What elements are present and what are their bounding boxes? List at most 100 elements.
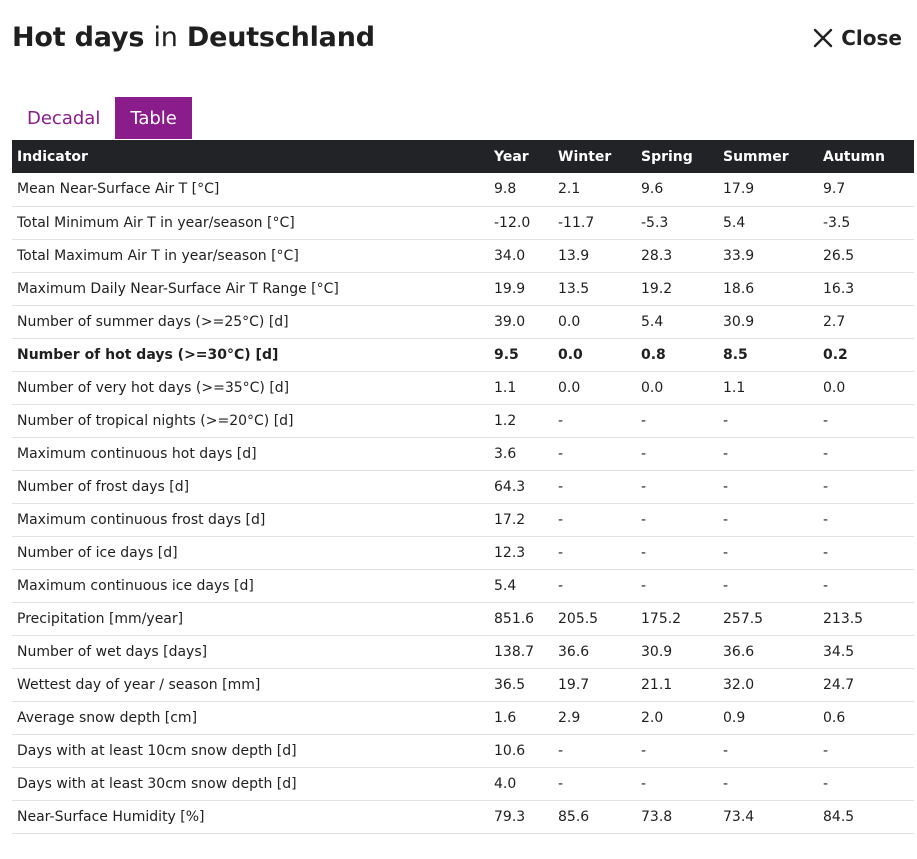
column-header-spring: Spring [636,140,718,173]
cell-indicator: Number of ice days [d] [12,536,489,570]
cell-spring: 73.8 [636,800,718,834]
cell-year: 12.3 [489,536,553,570]
cell-indicator: Number of tropical nights (>=20°C) [d] [12,404,489,438]
cell-indicator: Number of summer days (>=25°C) [d] [12,305,489,339]
table-row: Average snow depth [cm] 1.6 2.9 2.0 0.9 0.6 [12,701,914,735]
cell-summer: - [718,536,818,570]
table-row: Maximum continuous ice days [d] 5.4- - - - [12,569,914,603]
cell-spring: 28.3 [636,239,718,273]
cell-year: 64.3 [489,470,553,504]
cell-indicator: Precipitation [mm/year] [12,602,489,636]
cell-indicator: Average snow depth [cm] [12,701,489,735]
cell-summer: - [718,404,818,438]
cell-winter: - [553,437,636,471]
cell-winter: 13.9 [553,239,636,273]
table-row: Number of wet days [days] 138.7 36.6 30.9 36… [12,635,914,669]
cell-indicator: Maximum continuous ice days [d] [12,569,489,603]
table-row: Total Maximum Air T in year/season [°C] 3… [12,239,914,273]
cell-year: 19.9 [489,272,553,306]
cell-year: 36.5 [489,668,553,702]
table-row: Maximum continuous frost days [d] 17.2- - -… [12,503,914,537]
cell-summer: - [718,767,818,801]
column-header-winter: Winter [553,140,636,173]
cell-year: 17.2 [489,503,553,537]
cell-indicator: Days with at least 30cm snow depth [d] [12,767,489,801]
tab-decadal[interactable]: Decadal [27,107,101,129]
cell-year: 138.7 [489,635,553,669]
cell-indicator: Number of wet days [days] [12,635,489,669]
cell-spring: - [636,569,718,603]
cell-summer: - [718,503,818,537]
cell-summer: - [718,569,818,603]
column-header-indicator: Indicator [12,140,489,173]
cell-autumn: 34.5 [818,635,914,669]
cell-winter: 0.0 [553,305,636,339]
cell-year: 3.6 [489,437,553,471]
indicator-table-container: Indicator Year Winter Spring Summer Autu… [12,140,914,834]
cell-autumn: 26.5 [818,239,914,273]
tab-table[interactable]: Table [115,97,192,139]
cell-year: -12.0 [489,206,553,240]
cell-spring: - [636,404,718,438]
cell-autumn: - [818,536,914,570]
cell-autumn: 84.5 [818,800,914,834]
cell-winter: 205.5 [553,602,636,636]
cell-autumn: - [818,437,914,471]
close-icon [813,28,833,48]
cell-autumn: -3.5 [818,206,914,240]
cell-indicator: Maximum continuous frost days [d] [12,503,489,537]
table-row: Near-Surface Humidity [%] 79.3 85.6 73.8 73.… [12,800,914,834]
cell-winter: 0.0 [553,338,636,372]
cell-indicator: Total Maximum Air T in year/season [°C] [12,239,489,273]
cell-indicator: Mean Near-Surface Air T [°C] [12,173,489,207]
cell-autumn: - [818,734,914,768]
cell-summer: 30.9 [718,305,818,339]
cell-autumn: 0.2 [818,338,914,372]
cell-spring: -5.3 [636,206,718,240]
cell-winter: 0.0 [553,371,636,405]
table-row: Mean Near-Surface Air T [°C] 9.8 2.1 9.6 17.… [12,173,914,207]
table-row: Precipitation [mm/year] 851.6 205.5 175.2 25… [12,602,914,636]
cell-summer: - [718,437,818,471]
cell-year: 1.6 [489,701,553,735]
column-header-autumn: Autumn [818,140,914,173]
cell-spring: 0.8 [636,338,718,372]
cell-winter: 13.5 [553,272,636,306]
cell-summer: - [718,734,818,768]
cell-indicator: Maximum continuous hot days [d] [12,437,489,471]
cell-year: 1.1 [489,371,553,405]
column-header-summer: Summer [718,140,818,173]
cell-summer: 5.4 [718,206,818,240]
cell-autumn: 9.7 [818,173,914,207]
cell-indicator: Days with at least 10cm snow depth [d] [12,734,489,768]
cell-winter: 85.6 [553,800,636,834]
cell-spring: 9.6 [636,173,718,207]
cell-year: 10.6 [489,734,553,768]
page-title: Hot days in Deutschland [12,18,375,58]
cell-autumn: 16.3 [818,272,914,306]
cell-spring: 21.1 [636,668,718,702]
cell-winter: - [553,536,636,570]
table-row: Wettest day of year / season [mm] 36.5 19.… [12,668,914,702]
cell-spring: - [636,767,718,801]
close-button[interactable]: Close [813,26,902,50]
cell-winter: -11.7 [553,206,636,240]
table-row: Maximum continuous hot days [d] 3.6- - - - [12,437,914,471]
cell-year: 34.0 [489,239,553,273]
table-row: Number of tropical nights (>=20°C) [d] 1.… [12,404,914,438]
cell-year: 9.8 [489,173,553,207]
close-label: Close [841,26,902,50]
cell-summer: 73.4 [718,800,818,834]
page-header: Hot days in Deutschland Close [12,16,908,60]
cell-spring: - [636,734,718,768]
cell-autumn: 0.0 [818,371,914,405]
cell-summer: 33.9 [718,239,818,273]
cell-winter: - [553,767,636,801]
cell-summer: 32.0 [718,668,818,702]
cell-winter: - [553,470,636,504]
cell-spring: - [636,503,718,537]
cell-spring: - [636,437,718,471]
cell-year: 4.0 [489,767,553,801]
cell-winter: - [553,503,636,537]
cell-indicator: Wettest day of year / season [mm] [12,668,489,702]
